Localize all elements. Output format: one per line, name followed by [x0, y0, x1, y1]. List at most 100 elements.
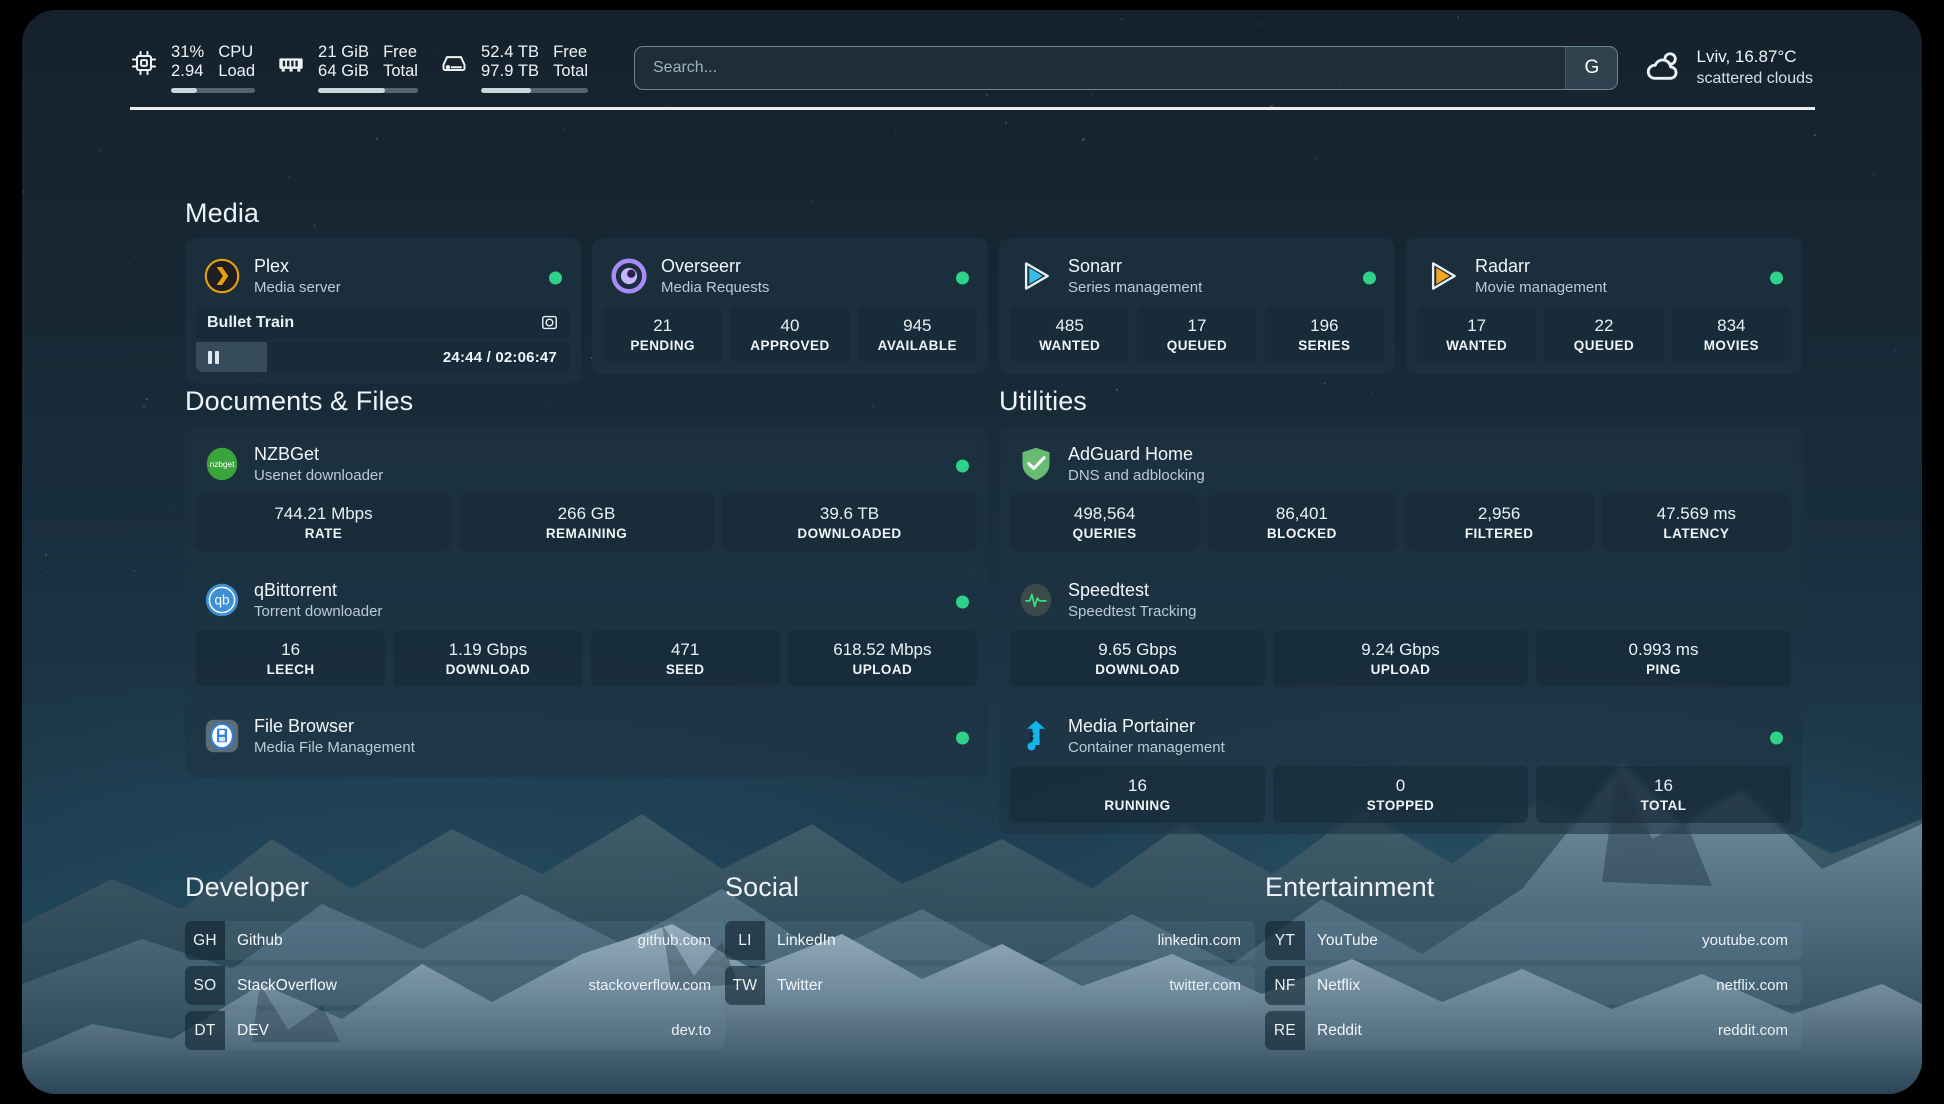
plex-status-dot [549, 271, 562, 284]
service-card-overseerr[interactable]: Overseerr Media Requests 21 PENDING 40 A… [592, 238, 988, 374]
service-card-file-browser[interactable]: File Browser Media File Management [185, 698, 988, 777]
bookmark-name: LinkedIn [777, 931, 836, 949]
bookmark-url: dev.to [671, 1022, 711, 1039]
service-card-sonarr[interactable]: Sonarr Series management 485 WANTED 17 Q… [999, 238, 1395, 374]
bookmark-item[interactable]: GH Github github.com [185, 921, 725, 960]
qbittorrent-logo-icon: qb [204, 582, 240, 618]
bookmark-item[interactable]: YT YouTube youtube.com [1265, 921, 1802, 960]
bookmark-item[interactable]: LI LinkedIn linkedin.com [725, 921, 1255, 960]
cpu-icon [130, 49, 158, 77]
stat-value: 17 [1187, 316, 1207, 335]
file-browser-logo-icon [204, 718, 240, 754]
ram-value-1: 21 GiB [318, 42, 370, 61]
weather-widget[interactable]: Lviv, 16.87°C scattered clouds [1644, 46, 1815, 89]
stat-block: 485 WANTED [1010, 306, 1130, 363]
bookmark-url: twitter.com [1169, 977, 1241, 994]
stat-value: 17 [1467, 316, 1487, 335]
stat-block: 9.24 Gbps UPLOAD [1273, 630, 1528, 687]
stat-block: 40 APPROVED [730, 306, 850, 363]
stat-label: MOVIES [1703, 338, 1759, 353]
stat-value: 86,401 [1275, 504, 1328, 523]
disk-label-1: Free [553, 42, 588, 61]
bookmark-abbr: DT [185, 1011, 225, 1050]
radarr-desc: Movie management [1475, 279, 1607, 296]
stat-value: 744.21 Mbps [274, 504, 373, 523]
service-card-adguard-home[interactable]: AdGuard Home DNS and adblocking 498,564 … [999, 426, 1802, 562]
bookmark-name: YouTube [1317, 931, 1378, 949]
file-browser-name: File Browser [254, 716, 355, 736]
cast-icon[interactable] [540, 313, 559, 332]
stat-label: AVAILABLE [877, 338, 957, 353]
ram-usage-bar [318, 87, 418, 93]
plex-logo-icon [204, 258, 240, 294]
stat-block: 22 QUEUED [1544, 306, 1664, 363]
adguard-stats: 498,564 QUERIES 86,401 BLOCKED 2,956 FIL… [1010, 494, 1791, 551]
search-bar[interactable]: G [634, 45, 1619, 90]
stat-value: 2,956 [1477, 504, 1521, 523]
stat-block: 86,401 BLOCKED [1207, 494, 1397, 551]
ram-value-2: 64 GiB [318, 61, 370, 80]
portainer-stats: 16 RUNNING 0 STOPPED 16 TOTAL [1010, 766, 1791, 823]
service-card-plex[interactable]: Plex Media server Bullet Train 24:44 / 0… [185, 238, 581, 383]
bookmark-item[interactable]: SO StackOverflow stackoverflow.com [185, 966, 725, 1005]
stat-label: QUEUED [1573, 338, 1635, 353]
stat-block: 471 SEED [590, 630, 780, 687]
qbittorrent-status-dot [956, 595, 969, 608]
bookmark-item[interactable]: TW Twitter twitter.com [725, 966, 1255, 1005]
plex-time-label: 24:44 / 02:06:47 [442, 348, 557, 366]
plex-name: Plex [254, 256, 290, 276]
bookmark-item[interactable]: DT DEV dev.to [185, 1011, 725, 1050]
service-card-qbittorrent[interactable]: qb qBittorrent Torrent downloader 16 LEE… [185, 562, 988, 698]
stat-block: 39.6 TB DOWNLOADED [722, 494, 977, 551]
plex-progress-fill [196, 342, 268, 372]
background-mountains [22, 624, 1922, 1094]
plex-now-playing-title: Bullet Train [207, 313, 295, 331]
stat-label: TOTAL [1640, 798, 1687, 813]
search-engine-button[interactable]: G [1565, 46, 1618, 89]
stat-value: 471 [670, 640, 700, 659]
stat-label: PING [1646, 662, 1681, 677]
bookmark-group-title: Social [725, 872, 800, 902]
bookmark-abbr: TW [725, 966, 765, 1005]
stat-block: 16 RUNNING [1010, 766, 1265, 823]
service-card-nzbget[interactable]: nzbget NZBGet Usenet downloader 744.21 M… [185, 426, 988, 562]
stat-block: 9.65 Gbps DOWNLOAD [1010, 630, 1265, 687]
stat-block: 498,564 QUERIES [1010, 494, 1200, 551]
disk-value-1: 52.4 TB [480, 42, 540, 61]
stat-label: RUNNING [1104, 798, 1171, 813]
service-card-speedtest[interactable]: Speedtest Speedtest Tracking 9.65 Gbps D… [999, 562, 1802, 698]
stat-label: SERIES [1298, 338, 1351, 353]
bookmark-item[interactable]: RE Reddit reddit.com [1265, 1011, 1802, 1050]
disk-icon [440, 49, 468, 77]
sonarr-stats: 485 WANTED 17 QUEUED 196 SERIES [1010, 306, 1384, 363]
file-browser-status-dot [956, 731, 969, 744]
stat-value: 9.24 Gbps [1361, 640, 1440, 659]
bookmark-url: reddit.com [1717, 1022, 1788, 1039]
plex-progress-bar[interactable]: 24:44 / 02:06:47 [196, 342, 570, 372]
bookmark-item[interactable]: NF Netflix netflix.com [1265, 966, 1802, 1005]
stat-block: 17 WANTED [1417, 306, 1537, 363]
nzbget-status-dot [956, 459, 969, 472]
bookmark-group-social: Social LI LinkedIn linkedin.com TW Twitt… [725, 872, 1255, 1011]
stat-value: 485 [1055, 316, 1084, 335]
sonarr-name: Sonarr [1068, 256, 1123, 276]
bookmark-group-developer: Developer GH Github github.com SO StackO… [185, 872, 725, 1056]
section-title-media: Media [185, 198, 260, 228]
stat-value: 16 [281, 640, 301, 659]
service-card-media-portainer[interactable]: Media Portainer Container management 16 … [999, 698, 1802, 834]
stat-value: 22 [1594, 316, 1614, 335]
cpu-label-2: Load [218, 61, 256, 80]
bookmark-abbr: GH [185, 921, 225, 960]
pause-icon[interactable] [208, 350, 219, 364]
stat-value: 40 [780, 316, 800, 335]
section-title-utilities: Utilities [999, 386, 1087, 416]
search-input[interactable] [635, 46, 1566, 89]
stat-label: PENDING [630, 338, 695, 353]
bookmark-name: Reddit [1317, 1021, 1362, 1039]
bookmark-group-entertainment: Entertainment YT YouTube youtube.com NF … [1265, 872, 1802, 1056]
stat-value: 47.569 ms [1656, 504, 1737, 523]
file-browser-desc: Media File Management [254, 739, 415, 756]
stat-label: QUEUED [1166, 338, 1228, 353]
service-card-radarr[interactable]: Radarr Movie management 17 WANTED 22 QUE… [1406, 238, 1802, 374]
bookmark-name: StackOverflow [237, 976, 337, 994]
